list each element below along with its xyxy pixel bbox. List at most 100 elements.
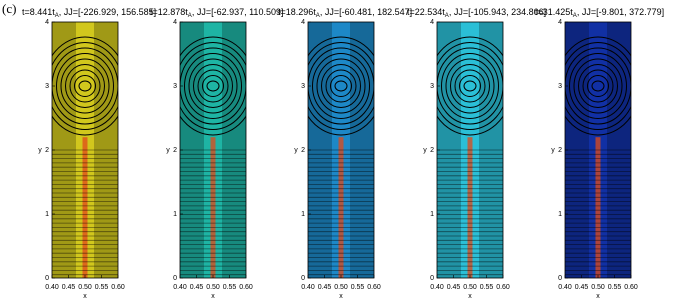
flux-contour bbox=[52, 42, 118, 130]
flux-contour bbox=[437, 42, 503, 130]
flux-contour bbox=[565, 47, 631, 125]
flux-contour bbox=[197, 69, 229, 103]
x-tick-label: 0.60 bbox=[111, 284, 125, 291]
flux-contour bbox=[437, 36, 503, 136]
y-tick-label: 3 bbox=[430, 83, 434, 90]
y-tick-label: 2 bbox=[558, 147, 562, 154]
y-tick-label: 4 bbox=[173, 19, 177, 26]
field-image bbox=[180, 22, 246, 278]
flux-contour bbox=[184, 53, 242, 119]
flux-contour bbox=[52, 36, 118, 136]
flux-contour bbox=[188, 58, 238, 114]
field-image bbox=[308, 22, 374, 278]
x-tick-label: 0.45 bbox=[575, 284, 589, 291]
flux-contour bbox=[65, 64, 105, 108]
flux-contour bbox=[308, 42, 374, 130]
x-axis-label: x bbox=[211, 293, 215, 300]
flux-contour bbox=[445, 58, 495, 114]
title-part: t=22.534t bbox=[407, 7, 445, 17]
current-core bbox=[595, 137, 601, 278]
panel-title: t=18.296tA, JJ=[-60.481, 182.547] bbox=[278, 7, 412, 18]
contour-panel: 0.40 0.45 0.50 0.55 0.60 0 1 2 3 4 x y t=8.441tA, JJ… bbox=[22, 7, 156, 299]
x-tick-label: 0.55 bbox=[608, 284, 622, 291]
flux-contour bbox=[78, 80, 92, 92]
y-tick-label: 3 bbox=[558, 83, 562, 90]
panel-title: t=8.441tA, JJ=[-226.929, 156.585] bbox=[22, 7, 156, 18]
y-axis-label: y bbox=[166, 147, 170, 154]
flux-contour bbox=[308, 47, 374, 125]
current-core bbox=[210, 137, 216, 278]
flux-contour bbox=[56, 53, 114, 119]
x-tick-label: 0.50 bbox=[78, 284, 92, 291]
contour-panel: 0.40 0.45 0.50 0.55 0.60 0 1 2 3 4 x y t=31.425tA, J… bbox=[535, 7, 664, 299]
y-tick-label: 1 bbox=[45, 211, 49, 218]
y-tick-label: 4 bbox=[45, 19, 49, 26]
flux-contour bbox=[459, 75, 481, 97]
x-tick-label: 0.60 bbox=[367, 284, 381, 291]
x-tick-label: 0.45 bbox=[190, 284, 204, 291]
title-part: A bbox=[573, 13, 577, 19]
title-part: , JJ=[-9.801, 372.779] bbox=[577, 7, 664, 17]
x-tick-label: 0.50 bbox=[463, 284, 477, 291]
x-axis-label: x bbox=[596, 293, 600, 300]
y-axis-label: y bbox=[551, 147, 555, 154]
y-tick-label: 0 bbox=[558, 275, 562, 282]
x-tick-label: 0.50 bbox=[334, 284, 348, 291]
flux-contour bbox=[180, 36, 246, 136]
title-part: A bbox=[188, 13, 192, 19]
x-tick-label: 0.45 bbox=[62, 284, 76, 291]
x-tick-label: 0.45 bbox=[447, 284, 461, 291]
y-tick-label: 4 bbox=[558, 19, 562, 26]
x-tick-label: 0.60 bbox=[239, 284, 253, 291]
x-tick-label: 0.40 bbox=[301, 284, 315, 291]
x-tick-label: 0.55 bbox=[351, 284, 365, 291]
title-part: A bbox=[55, 13, 59, 19]
x-tick-label: 0.50 bbox=[206, 284, 220, 291]
y-tick-label: 0 bbox=[301, 275, 305, 282]
x-tick-label: 0.55 bbox=[95, 284, 109, 291]
y-tick-label: 2 bbox=[430, 147, 434, 154]
y-tick-label: 0 bbox=[430, 275, 434, 282]
flux-contour bbox=[437, 47, 503, 125]
flux-contour bbox=[202, 75, 224, 97]
flux-contour bbox=[325, 69, 357, 103]
field-image bbox=[565, 22, 631, 278]
panel-label: (c) bbox=[2, 1, 16, 16]
x-tick-label: 0.50 bbox=[591, 284, 605, 291]
flux-contour bbox=[463, 80, 477, 92]
title-part: t=31.425t bbox=[535, 7, 573, 17]
flux-contour bbox=[74, 75, 96, 97]
flux-contour bbox=[206, 80, 220, 92]
title-part: , JJ=[-105.943, 234.806] bbox=[449, 7, 546, 17]
flux-contour bbox=[578, 64, 618, 108]
y-tick-label: 2 bbox=[301, 147, 305, 154]
flux-contour bbox=[450, 64, 490, 108]
title-part: t=18.296t bbox=[278, 7, 316, 17]
y-tick-label: 0 bbox=[45, 275, 49, 282]
title-part: , JJ=[-60.481, 182.547] bbox=[320, 7, 412, 17]
y-axis-label: y bbox=[294, 147, 298, 154]
y-tick-label: 3 bbox=[173, 83, 177, 90]
y-tick-label: 2 bbox=[45, 147, 49, 154]
contour-panel: 0.40 0.45 0.50 0.55 0.60 0 1 2 3 4 x y t=22.534tA, J… bbox=[407, 7, 546, 299]
x-tick-label: 0.55 bbox=[480, 284, 494, 291]
x-tick-label: 0.60 bbox=[624, 284, 638, 291]
title-part: t=8.441t bbox=[22, 7, 55, 17]
flux-contour bbox=[569, 53, 627, 119]
x-tick-label: 0.40 bbox=[430, 284, 444, 291]
x-tick-label: 0.40 bbox=[45, 284, 59, 291]
flux-contour bbox=[180, 42, 246, 130]
flux-contour bbox=[587, 75, 609, 97]
y-tick-label: 1 bbox=[430, 211, 434, 218]
contour-panel: 0.40 0.45 0.50 0.55 0.60 0 1 2 3 4 x y t=12.878tA, J… bbox=[150, 7, 283, 299]
y-tick-label: 4 bbox=[301, 19, 305, 26]
x-tick-label: 0.40 bbox=[173, 284, 187, 291]
current-core bbox=[82, 137, 88, 278]
y-tick-label: 1 bbox=[301, 211, 305, 218]
y-axis-label: y bbox=[423, 147, 427, 154]
panel-title: t=12.878tA, JJ=[-62.937, 110.509] bbox=[150, 7, 283, 18]
flux-contour bbox=[52, 47, 118, 125]
current-core bbox=[467, 137, 473, 278]
field-image bbox=[52, 22, 118, 278]
